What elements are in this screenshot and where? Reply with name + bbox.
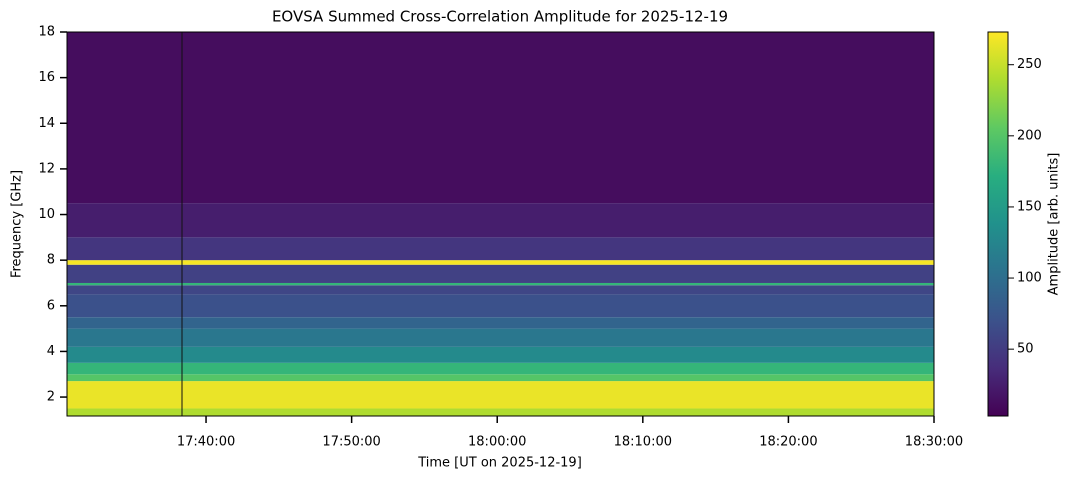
- colorbar-tick-label: 50: [1017, 342, 1034, 357]
- x-tick-label: 18:10:00: [614, 435, 672, 450]
- x-axis-label: Time [UT on 2025-12-19]: [417, 456, 582, 471]
- y-tick-label: 4: [47, 344, 55, 359]
- heatmap-band: [67, 285, 934, 295]
- colorbar-tick-label: 250: [1017, 57, 1042, 72]
- x-tick-label: 18:30:00: [905, 435, 963, 450]
- x-tick-label: 17:50:00: [322, 435, 380, 450]
- colorbar: [988, 32, 1008, 416]
- heatmap-band: [67, 294, 934, 318]
- heatmap-band: [67, 381, 934, 409]
- heatmap-band: [67, 362, 934, 375]
- heatmap-band: [67, 346, 934, 363]
- y-tick-label: 18: [38, 25, 55, 40]
- y-tick-label: 12: [38, 161, 55, 176]
- colorbar-label: Amplitude [arb. units]: [1047, 153, 1062, 296]
- heatmap-band: [67, 317, 934, 329]
- heatmap-band: [67, 32, 934, 204]
- y-tick-label: 8: [47, 253, 55, 268]
- heatmap-band: [67, 408, 934, 416]
- chart-title: EOVSA Summed Cross-Correlation Amplitude…: [272, 8, 728, 26]
- x-tick-label: 17:40:00: [177, 435, 235, 450]
- plot-frame: [66, 31, 935, 417]
- colorbar-tick-label: 100: [1017, 271, 1042, 286]
- y-tick-label: 14: [38, 116, 55, 131]
- x-tick-label: 18:20:00: [759, 435, 817, 450]
- y-tick-label: 2: [47, 390, 55, 405]
- y-tick-label: 10: [38, 207, 55, 222]
- heatmap-band: [67, 260, 934, 265]
- heatmap-band: [67, 282, 934, 286]
- heatmap-band: [67, 328, 934, 347]
- colorbar-tick-label: 200: [1017, 128, 1042, 143]
- colorbar-tick-label: 150: [1017, 199, 1042, 214]
- x-tick-label: 18:00:00: [468, 435, 526, 450]
- heatmap-band: [67, 374, 934, 382]
- y-tick-label: 16: [38, 70, 55, 85]
- colorbar-frame: [987, 31, 1009, 417]
- y-axis-label: Frequency [GHz]: [10, 170, 25, 278]
- heatmap-band: [67, 264, 934, 283]
- heatmap-band: [67, 203, 934, 238]
- heatmap-band: [67, 237, 934, 261]
- y-tick-label: 6: [47, 298, 55, 313]
